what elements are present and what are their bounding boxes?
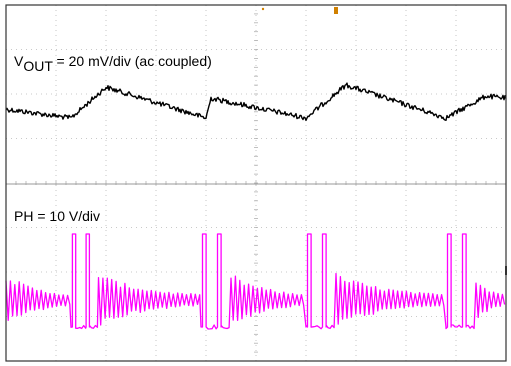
vout-channel-label: VOUT = 20 mV/div (ac coupled) [14,53,212,74]
ph-waveform-trace [5,233,506,330]
trigger-level-marker [334,7,338,14]
ph-channel-label: PH = 10 V/div [14,208,100,224]
vout-label-suffix: = 20 mV/div (ac coupled) [53,53,212,69]
vout-label-prefix: V [14,53,24,69]
vout-waveform-trace [5,82,507,122]
vout-label-subscript: OUT [23,58,53,74]
plot-frame [5,4,507,362]
trigger-position-marker [261,7,265,11]
